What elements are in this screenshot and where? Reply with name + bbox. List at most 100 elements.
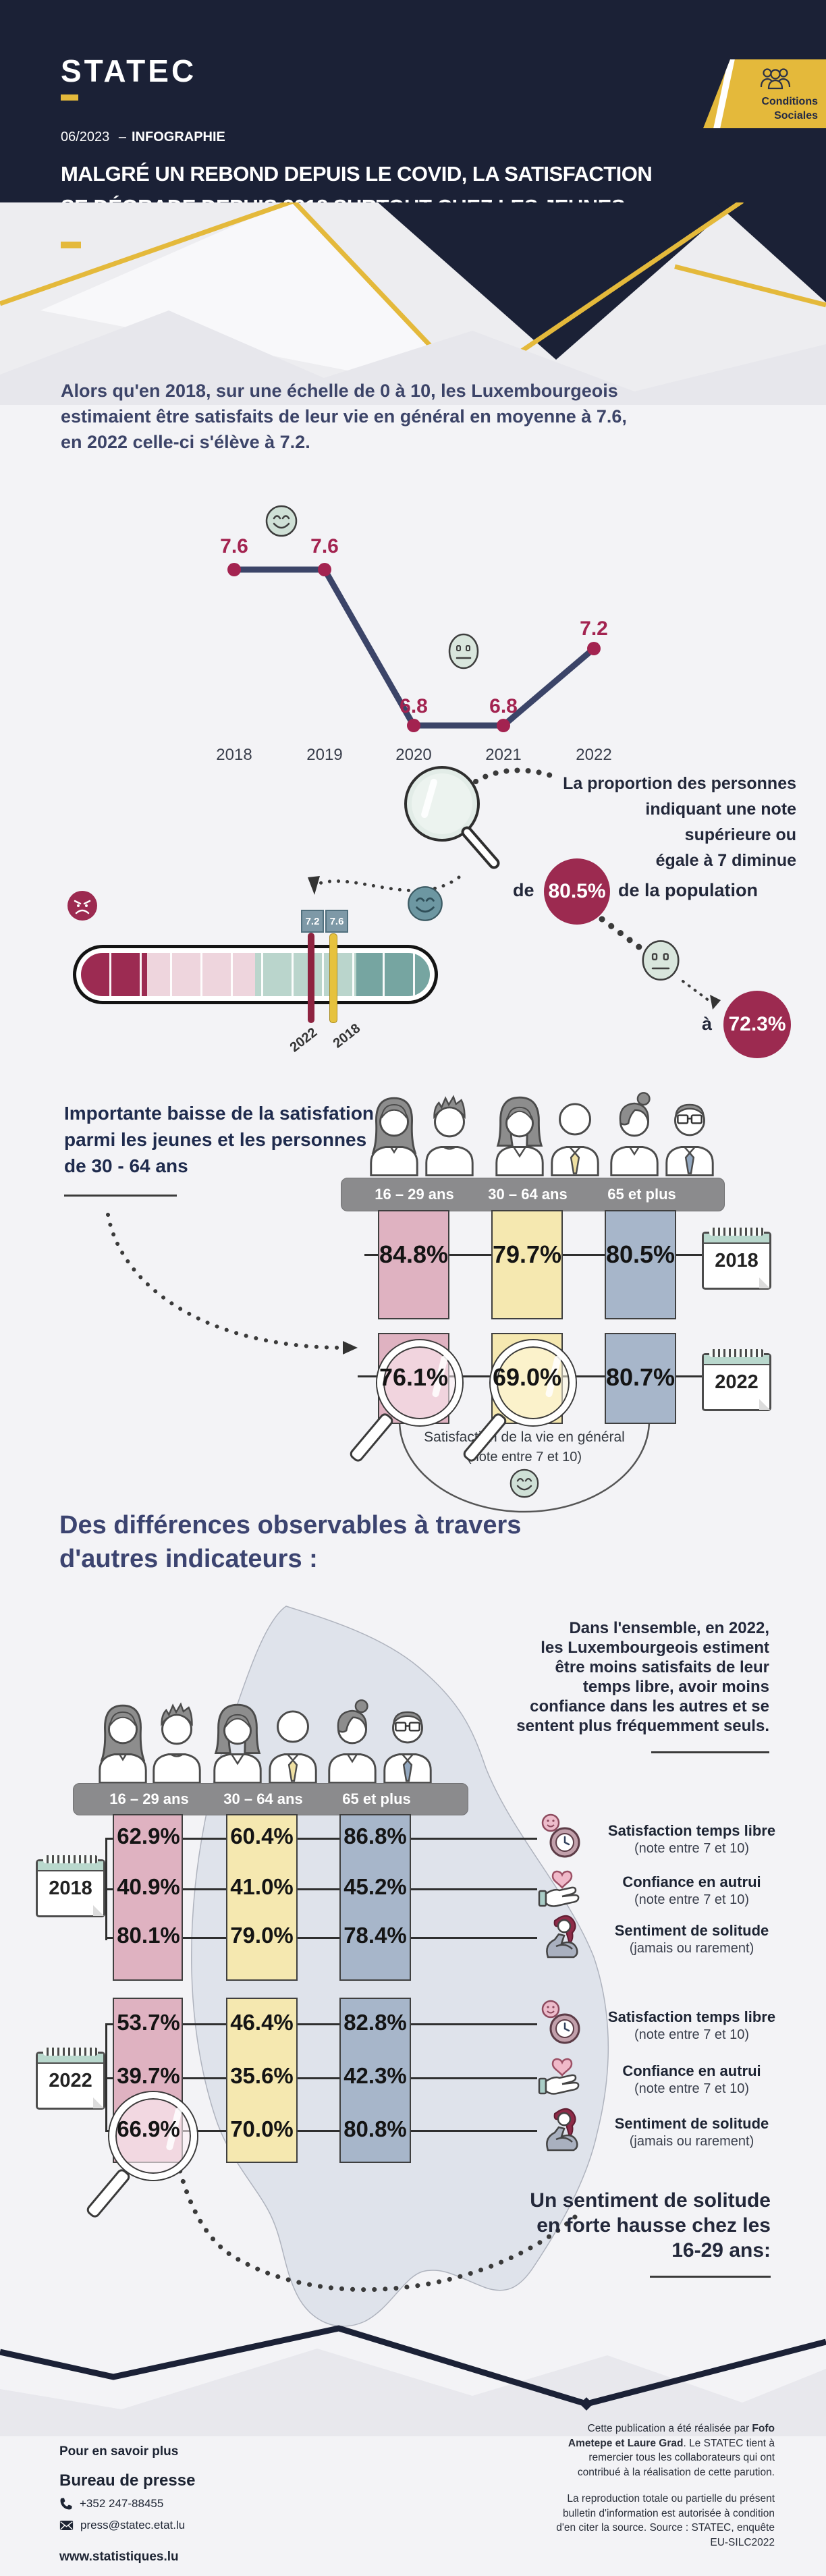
s4-2022-alone-65: 80.8%: [343, 2116, 407, 2141]
s4-2022-trust-30: 35.6%: [230, 2063, 294, 2088]
s4-heading-line1: Des différences observables à travers: [59, 1511, 522, 1539]
s3-2022-65plus: 80.7%: [605, 1363, 676, 1391]
footer-legal: La reproduction totale ou partielle du p…: [556, 2493, 775, 2549]
magnifier-icon-large: [404, 766, 500, 869]
phone-icon: [60, 2498, 72, 2510]
solitude-person-icon-2: [539, 2107, 583, 2156]
s3-2022-30-64: 69.0%: [492, 1363, 562, 1391]
s3-2022-16-29: 76.1%: [379, 1363, 449, 1391]
people-group-icon: [760, 68, 791, 90]
gauge-ticks: [81, 953, 430, 996]
proportion-text-line2: indiquant une note supérieure ou: [645, 800, 796, 844]
free-time-clock-icon: [536, 1813, 585, 1861]
s3-age-16-29: 16 – 29 ans: [375, 1186, 454, 1203]
intro-line1: Alors qu'en 2018, sur une échelle de 0 à…: [61, 381, 618, 401]
calendar-2022-b: 2022: [36, 2048, 105, 2110]
footer-phone[interactable]: +352 247-88455: [59, 2497, 163, 2511]
life-satisfaction-line-chart: [227, 563, 601, 732]
s3-heading-line3: de 30 - 64 ans: [64, 1155, 188, 1176]
point-label-2022: 7.2: [580, 618, 608, 640]
s3-age-65plus: 65 et plus: [607, 1186, 676, 1203]
magnifier-lens-76: [377, 1340, 462, 1425]
happy-face-teal-icon: [408, 886, 443, 921]
s4-age-30-64: 30 – 64 ans: [223, 1790, 303, 1807]
s4-2018-time-30: 60.4%: [230, 1824, 294, 1848]
dotted-connectors: [308, 767, 721, 1010]
axis-year-2021: 2021: [485, 746, 522, 764]
envelope-icon: [59, 2521, 74, 2530]
angry-face-icon: [67, 891, 97, 921]
satisfaction-gauge: [73, 945, 438, 1004]
s3-note-line1: Satisfaction de la vie en général: [424, 1429, 625, 1445]
axis-year-2020: 2020: [395, 746, 432, 764]
footer-website[interactable]: www.statistiques.lu: [59, 2550, 179, 2564]
intro-line2: estimaient être satisfaits de leur vie e…: [61, 406, 627, 427]
calendar-2022: 2022: [702, 1349, 771, 1411]
s4-heading: Des différences observables à travers d'…: [59, 1508, 521, 1576]
header-band: [0, 0, 826, 202]
gauge-marker-2018: [329, 933, 337, 1023]
axis-year-2019: 2019: [306, 746, 343, 764]
s4-2018-time-16: 62.9%: [117, 1824, 180, 1848]
s4-heading-line2: d'autres indicateurs :: [59, 1545, 318, 1573]
magnifier-handle-669: [84, 2167, 132, 2220]
point-label-2018: 7.6: [220, 535, 248, 557]
magnifier-handle-76: [348, 1411, 395, 1464]
s4-2018-trust-16: 40.9%: [117, 1874, 180, 1899]
marker-square-2018: 7.6: [325, 910, 348, 933]
s4-2018-trust-65: 45.2%: [343, 1874, 407, 1899]
solitude-person-icon: [539, 1914, 583, 1963]
s4-paragraph-rule: [651, 1751, 769, 1753]
marker-square-2022: 7.2: [301, 910, 324, 933]
to-word: à: [702, 1014, 713, 1034]
from-suffix: de la population: [618, 880, 758, 900]
s3-2018-65plus: 80.5%: [605, 1240, 676, 1268]
s3-2018-30-64: 79.7%: [492, 1240, 562, 1268]
footer-email[interactable]: press@statec.etat.lu: [59, 2519, 185, 2532]
s4-2022-alone-16: 66.9%: [117, 2116, 180, 2141]
s4-callout-rule: [650, 2276, 771, 2278]
point-label-2020: 6.8: [400, 695, 428, 717]
kicker-separator: –: [118, 130, 126, 144]
proportion-text-line3: égale à 7 diminue: [655, 851, 796, 870]
s4-2022-time-65: 82.8%: [343, 2010, 407, 2035]
main-title-line1: MALGRÉ UN REBOND DEPUIS LE COVID, LA SAT…: [61, 162, 653, 186]
s4-2022-trust-16: 39.7%: [117, 2063, 180, 2088]
s3-heading-line2: parmi les jeunes et les personnes: [64, 1129, 367, 1150]
s4-age-banner: 16 – 29 ans 30 – 64 ans 65 et plus: [73, 1783, 468, 1815]
free-time-clock-icon-2: [536, 1999, 585, 2048]
yellow-dash-title: [61, 242, 81, 248]
edition-kind: INFOGRAPHIE: [131, 130, 225, 144]
footer-press-office: Bureau de presse: [59, 2471, 196, 2490]
intro-line3: en 2022 celle-ci s'élève à 7.2.: [61, 432, 310, 452]
footer-zigzag: [0, 2325, 826, 2436]
indicator-trust-label: Confiance en autrui: [622, 1873, 761, 1890]
trust-hand-heart-icon-2: [536, 2056, 585, 2099]
from-word: de: [513, 880, 534, 900]
s3-2018-16-29: 84.8%: [379, 1240, 449, 1268]
magnifier-lens-669: [109, 2092, 197, 2180]
neutral-face-icon-small: [642, 940, 680, 981]
s4-2018-alone-65: 78.4%: [343, 1923, 407, 1948]
calendar-2018: 2018: [702, 1228, 771, 1290]
magnifier-lens-69: [491, 1340, 576, 1425]
s4-2022-time-30: 46.4%: [230, 2010, 294, 2035]
badge-label-line2: Sociales: [774, 110, 818, 121]
s3-heading-rule: [64, 1195, 177, 1197]
s4-age-65plus: 65 et plus: [342, 1790, 411, 1807]
value-2018-circle: 80.5%: [544, 858, 610, 925]
s3-age-30-64: 30 – 64 ans: [488, 1186, 568, 1203]
statec-logo: STATEC: [61, 53, 197, 88]
yellow-dash-logo: [61, 94, 78, 101]
proportion-text: La proportion des personnes indiquant un…: [560, 771, 796, 873]
s4-2018-alone-16: 80.1%: [117, 1923, 180, 1948]
proportion-text-line1: La proportion des personnes: [563, 774, 796, 793]
s4-2018-trust-30: 41.0%: [230, 1874, 294, 1899]
s3-age-banner: 16 – 29 ans 30 – 64 ans 65 et plus: [341, 1178, 725, 1211]
s4-2022-time-16: 53.7%: [117, 2010, 180, 2035]
s4-paragraph: Dans l'ensemble, en 2022, les Luxembourg…: [516, 1619, 769, 1735]
trust-hand-heart-icon: [536, 1868, 585, 1911]
footer-authors: Fofo Ametepe et Laure Grad: [568, 2423, 775, 2449]
happy-face-icon: [265, 505, 298, 537]
